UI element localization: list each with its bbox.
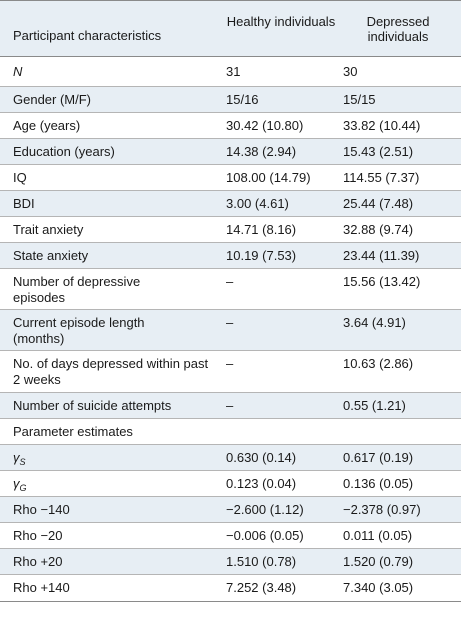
depressed-value: 32.88 (9.74) xyxy=(343,222,414,237)
depressed-value: 10.63 (2.86) xyxy=(343,356,414,371)
row-label: Rho +20 xyxy=(13,554,63,569)
table-row: No. of days depressed within past 2 week… xyxy=(0,351,461,393)
row-label: Education (years) xyxy=(13,144,115,159)
row-label: Number of suicide attempts xyxy=(13,398,172,413)
table-row: Number of suicide attempts – 0.55 (1.21) xyxy=(0,393,461,419)
table-row: γG 0.123 (0.04) 0.136 (0.05) xyxy=(0,471,461,497)
healthy-value: 0.630 (0.14) xyxy=(226,450,297,465)
section-label: Parameter estimates xyxy=(13,424,133,439)
healthy-value: – xyxy=(226,315,234,330)
depressed-value: 0.136 (0.05) xyxy=(343,476,414,491)
healthy-value: 14.38 (2.94) xyxy=(226,144,297,159)
healthy-value: 108.00 (14.79) xyxy=(226,170,311,185)
row-label: Rho +140 xyxy=(13,580,70,595)
depressed-value: −2.378 (0.97) xyxy=(343,502,421,517)
depressed-value: 15.43 (2.51) xyxy=(343,144,414,159)
healthy-value: 7.252 (3.48) xyxy=(226,580,297,595)
table-row: Rho −20 −0.006 (0.05) 0.011 (0.05) xyxy=(0,523,461,549)
row-label: IQ xyxy=(13,170,27,185)
row-label: Current episode length (months) xyxy=(13,315,145,346)
row-label: Trait anxiety xyxy=(13,222,84,237)
healthy-value: – xyxy=(226,274,234,289)
table-row: Current episode length (months) – 3.64 (… xyxy=(0,310,461,351)
healthy-value: 1.510 (0.78) xyxy=(226,554,297,569)
table-row: Gender (M/F) 15/16 15/15 xyxy=(0,87,461,113)
table-row: State anxiety 10.19 (7.53) 23.44 (11.39) xyxy=(0,243,461,269)
header-healthy-individuals: Healthy individuals xyxy=(226,14,336,29)
healthy-value: −0.006 (0.05) xyxy=(226,528,304,543)
table-row: γS 0.630 (0.14) 0.617 (0.19) xyxy=(0,445,461,471)
row-label: Number of depressive episodes xyxy=(13,274,141,305)
row-label: Age (years) xyxy=(13,118,81,133)
healthy-value: – xyxy=(226,356,234,371)
gamma-symbol: γ xyxy=(13,476,20,491)
gamma-symbol: γ xyxy=(13,450,20,465)
depressed-value: 15/15 xyxy=(343,92,376,107)
row-label: Rho −20 xyxy=(13,528,63,543)
healthy-value: 10.19 (7.53) xyxy=(226,248,297,263)
gamma-subscript: S xyxy=(19,457,26,467)
depressed-value: 7.340 (3.05) xyxy=(343,580,414,595)
depressed-value: 30 xyxy=(343,64,358,79)
gamma-subscript: G xyxy=(19,483,27,493)
depressed-value: 25.44 (7.48) xyxy=(343,196,414,211)
table-row: Rho +20 1.510 (0.78) 1.520 (0.79) xyxy=(0,549,461,575)
row-label: γG xyxy=(13,476,218,496)
row-label: γS xyxy=(13,450,218,470)
depressed-value: 1.520 (0.79) xyxy=(343,554,414,569)
table-row: Education (years) 14.38 (2.94) 15.43 (2.… xyxy=(0,139,461,165)
row-label: State anxiety xyxy=(13,248,89,263)
healthy-value: 3.00 (4.61) xyxy=(226,196,289,211)
healthy-value: −2.600 (1.12) xyxy=(226,502,304,517)
depressed-value: 3.64 (4.91) xyxy=(343,315,406,330)
table-row: BDI 3.00 (4.61) 25.44 (7.48) xyxy=(0,191,461,217)
table-row: Trait anxiety 14.71 (8.16) 32.88 (9.74) xyxy=(0,217,461,243)
healthy-value: 31 xyxy=(226,64,241,79)
table-row: Rho +140 7.252 (3.48) 7.340 (3.05) xyxy=(0,575,461,602)
table-row: Rho −140 −2.600 (1.12) −2.378 (0.97) xyxy=(0,497,461,523)
depressed-value: 15.56 (13.42) xyxy=(343,274,421,289)
depressed-value: 0.617 (0.19) xyxy=(343,450,414,465)
healthy-value: 14.71 (8.16) xyxy=(226,222,297,237)
depressed-value: 33.82 (10.44) xyxy=(343,118,421,133)
healthy-value: – xyxy=(226,398,234,413)
header-depressed-individuals: Depressed individuals xyxy=(366,14,430,44)
row-label: Rho −140 xyxy=(13,502,70,517)
row-label: BDI xyxy=(13,196,35,211)
depressed-value: 23.44 (11.39) xyxy=(343,248,420,263)
healthy-value: 15/16 xyxy=(226,92,259,107)
healthy-value: 30.42 (10.80) xyxy=(226,118,304,133)
depressed-value: 0.55 (1.21) xyxy=(343,398,406,413)
table-row: IQ 108.00 (14.79) 114.55 (7.37) xyxy=(0,165,461,191)
depressed-value: 0.011 (0.05) xyxy=(343,528,413,543)
table-row: N 31 30 xyxy=(0,57,461,87)
row-label: No. of days depressed within past 2 week… xyxy=(13,356,209,387)
table-row: Age (years) 30.42 (10.80) 33.82 (10.44) xyxy=(0,113,461,139)
depressed-value: 114.55 (7.37) xyxy=(343,170,420,185)
row-label: N xyxy=(13,64,23,79)
table-row: Parameter estimates xyxy=(0,419,461,445)
healthy-value: 0.123 (0.04) xyxy=(226,476,297,491)
table-header: Participant characteristics Healthy indi… xyxy=(0,0,461,57)
header-participant-characteristics: Participant characteristics xyxy=(13,28,162,43)
row-label: Gender (M/F) xyxy=(13,92,92,107)
table-row: Number of depressive episodes – 15.56 (1… xyxy=(0,269,461,310)
